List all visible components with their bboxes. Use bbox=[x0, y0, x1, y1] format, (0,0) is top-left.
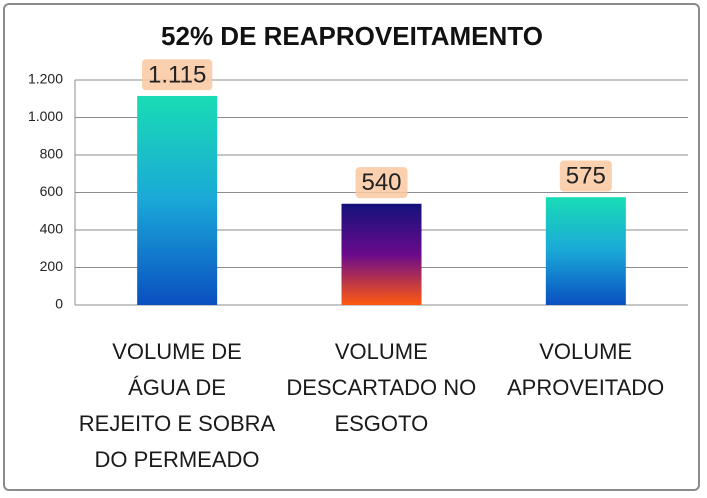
x-tick-label: VOLUME DESCARTADO NO ESGOTO bbox=[286, 339, 477, 436]
chart-title: 52% DE REAPROVEITAMENTO bbox=[161, 21, 543, 51]
y-tick-label: 1.000 bbox=[28, 108, 63, 124]
value-label-bg bbox=[142, 59, 213, 91]
y-tick-label: 1.200 bbox=[28, 71, 63, 87]
value-label: 575 bbox=[566, 163, 606, 190]
value-label-bg bbox=[355, 167, 408, 199]
y-tick-label: 0 bbox=[55, 296, 63, 312]
chart-frame bbox=[3, 3, 700, 491]
bar bbox=[341, 203, 422, 305]
bar bbox=[545, 197, 626, 305]
x-tick-label: VOLUME APROVEITADO bbox=[507, 339, 665, 400]
value-label: 1.115 bbox=[148, 61, 206, 88]
y-tick-label: 800 bbox=[40, 146, 64, 162]
y-tick-label: 600 bbox=[40, 183, 64, 199]
y-tick-label: 200 bbox=[40, 258, 64, 274]
value-label: 540 bbox=[361, 169, 401, 196]
x-tick-label: VOLUME DE ÁGUA DE REJEITO E SOBRA DO PER… bbox=[78, 339, 276, 472]
value-label-bg bbox=[559, 160, 612, 192]
y-tick-label: 400 bbox=[40, 221, 64, 237]
bar bbox=[137, 95, 218, 305]
